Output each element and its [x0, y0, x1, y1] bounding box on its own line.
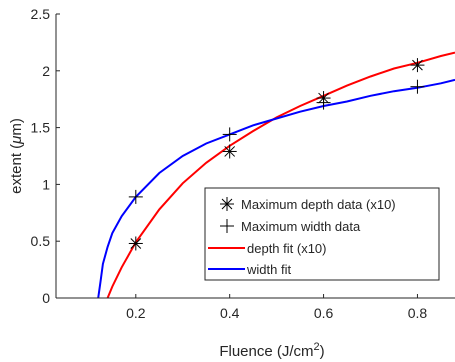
- y-ticks: 0 0.5 1 1.5 2 2.5: [31, 6, 60, 306]
- plus-marker: [128, 189, 143, 204]
- x-axis-label-close: ): [320, 343, 325, 360]
- y-tick-label: 1.5: [31, 120, 51, 136]
- legend-entry-label: depth fit (x10): [247, 241, 327, 256]
- asterisk-marker: [128, 236, 143, 251]
- legend-box: [204, 187, 440, 281]
- x-tick-label: 0.8: [408, 305, 428, 321]
- y-tick-label: 2: [42, 63, 50, 79]
- legend-entry-label: width fit: [246, 262, 291, 277]
- x-ticks: 0.2 0.4 0.6 0.8: [126, 294, 427, 321]
- legend: Maximum depth data (x10) Maximum width da…: [204, 187, 440, 281]
- x-tick-label: 0.4: [220, 305, 240, 321]
- x-axis-label: Fluence (J/cm2): [219, 341, 324, 360]
- series-markers: [128, 58, 425, 251]
- y-axis-label: extent (μm): [8, 118, 25, 194]
- y-tick-label: 1: [42, 176, 50, 192]
- y-tick-label: 0.5: [31, 233, 51, 249]
- legend-entry-label: Maximum depth data (x10): [241, 197, 396, 212]
- x-tick-label: 0.2: [126, 305, 146, 321]
- y-tick-label: 2.5: [31, 6, 51, 22]
- y-tick-label: 0: [42, 290, 50, 306]
- plus-marker: [222, 127, 237, 142]
- x-axis-label-main: Fluence (J/cm: [219, 343, 313, 360]
- legend-asterisk-symbol: [220, 197, 234, 211]
- legend-plus-symbol: [220, 219, 234, 233]
- y-axis-label-prefix: extent (: [8, 144, 25, 194]
- plus-marker: [316, 95, 331, 110]
- y-axis-label-mu: μ: [8, 136, 25, 145]
- legend-entry-label: Maximum width data: [241, 219, 361, 234]
- plus-marker: [410, 79, 425, 94]
- y-axis-label-suffix: m): [8, 118, 25, 136]
- x-axis-label-superscript: 2: [314, 341, 320, 353]
- asterisk-marker: [222, 144, 237, 159]
- x-tick-label: 0.6: [314, 305, 334, 321]
- asterisk-marker: [410, 58, 425, 73]
